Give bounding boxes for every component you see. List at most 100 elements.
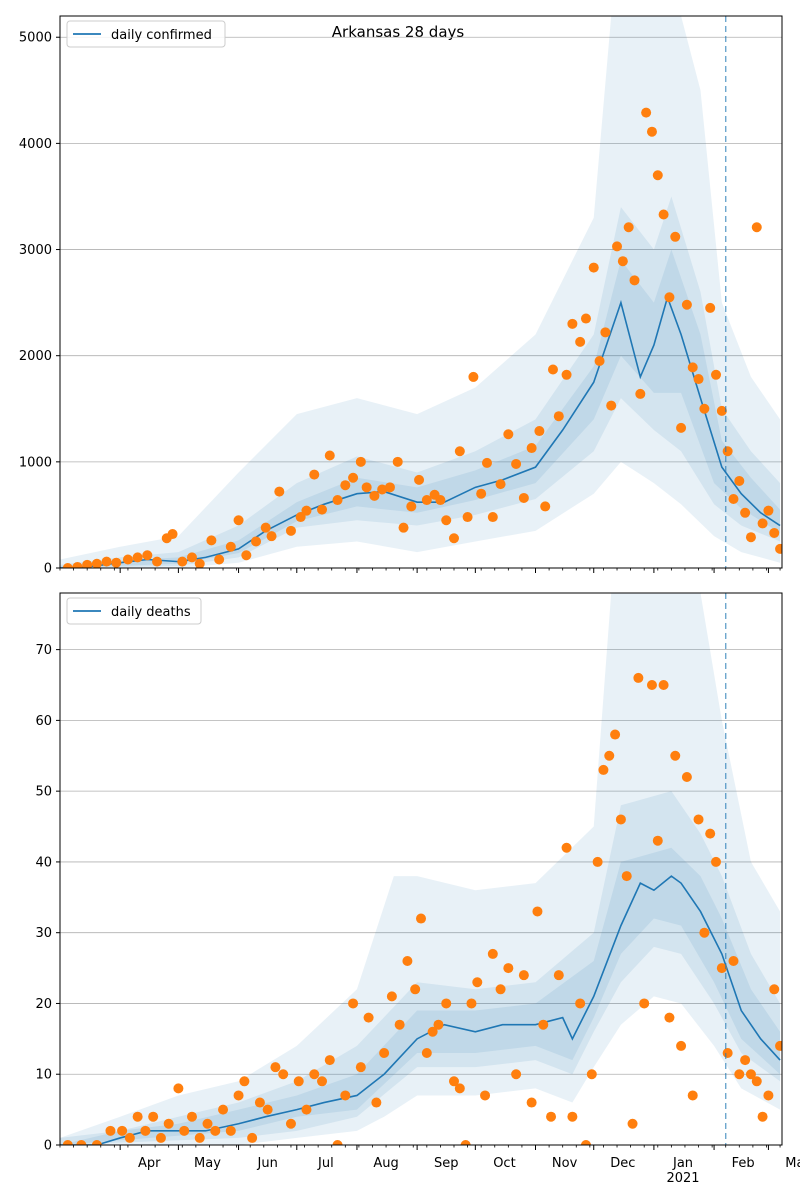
x-tick-label: Aug xyxy=(373,1156,398,1171)
data-point xyxy=(567,1111,578,1122)
data-point xyxy=(635,388,646,399)
data-point xyxy=(384,482,395,493)
data-point xyxy=(132,552,143,563)
data-point xyxy=(495,479,506,490)
data-point xyxy=(371,1097,382,1108)
axes-frame xyxy=(59,15,783,569)
data-point xyxy=(262,1104,273,1115)
data-point xyxy=(361,482,372,493)
data-point xyxy=(670,750,681,761)
data-point xyxy=(627,1118,638,1129)
data-point xyxy=(148,1111,159,1122)
data-point xyxy=(179,1125,190,1136)
data-point xyxy=(745,532,756,543)
data-point xyxy=(769,984,780,995)
data-point xyxy=(487,948,498,959)
data-point xyxy=(293,1076,304,1087)
data-point xyxy=(487,512,498,523)
data-point xyxy=(775,1040,782,1051)
data-point xyxy=(309,1069,320,1080)
data-point xyxy=(641,107,652,118)
data-point xyxy=(472,977,483,988)
legend-label: daily deaths xyxy=(111,605,191,620)
data-point xyxy=(670,231,681,242)
data-point xyxy=(734,475,745,486)
data-point xyxy=(526,443,537,454)
y-tick-label: 30 xyxy=(35,926,52,941)
data-point xyxy=(392,456,403,467)
y-tick-label: 60 xyxy=(35,714,52,729)
data-point xyxy=(218,1104,229,1115)
data-point xyxy=(101,556,112,567)
data-point xyxy=(610,729,621,740)
data-point xyxy=(481,457,492,468)
data-point xyxy=(693,814,704,825)
data-point xyxy=(588,262,599,273)
data-point xyxy=(398,522,409,533)
data-point xyxy=(340,1090,351,1101)
plot-area xyxy=(60,593,782,1145)
data-point xyxy=(406,501,417,512)
data-point xyxy=(117,1125,128,1136)
data-point xyxy=(270,1062,281,1073)
data-point xyxy=(526,1097,537,1108)
data-point xyxy=(194,1132,205,1143)
data-point xyxy=(687,362,698,373)
axes-frame xyxy=(59,592,783,1146)
data-point xyxy=(285,525,296,536)
legend-box xyxy=(66,597,202,625)
data-point xyxy=(511,1069,522,1080)
y-tick-label: 20 xyxy=(35,997,52,1012)
data-point xyxy=(332,495,343,506)
y-tick-label: 2000 xyxy=(19,349,52,364)
data-point xyxy=(664,1012,675,1023)
y-tick-label: 1000 xyxy=(19,455,52,470)
x-tick-label: Mar xyxy=(785,1156,800,1171)
data-point xyxy=(561,369,572,380)
data-point xyxy=(751,222,762,233)
data-point xyxy=(454,446,465,457)
data-point xyxy=(105,1125,116,1136)
x-tick-label: Jan xyxy=(672,1156,693,1171)
data-point xyxy=(740,1055,751,1066)
y-tick-label: 70 xyxy=(35,643,52,658)
data-point xyxy=(177,556,188,567)
data-point xyxy=(633,672,644,683)
data-point xyxy=(466,998,477,1009)
x-tick-label: Dec xyxy=(610,1156,635,1171)
data-point xyxy=(600,327,611,338)
x-tick-label: May xyxy=(194,1156,221,1171)
data-point xyxy=(693,374,704,385)
data-point xyxy=(594,356,605,366)
data-point xyxy=(561,842,572,853)
data-point xyxy=(705,828,716,839)
data-point xyxy=(301,505,312,516)
data-point xyxy=(377,484,388,495)
data-point xyxy=(163,1118,174,1129)
x-tick-label: Jun xyxy=(257,1156,278,1171)
y-tick-label: 4000 xyxy=(19,137,52,152)
uncertainty-band-50 xyxy=(60,196,781,568)
y-tick-label: 40 xyxy=(35,855,52,870)
data-point xyxy=(394,1019,405,1030)
data-point xyxy=(652,835,663,846)
data-point xyxy=(699,927,710,938)
x-tick-year-label: 2021 xyxy=(666,1171,699,1186)
data-point xyxy=(757,518,768,529)
data-point xyxy=(254,1097,265,1108)
data-point xyxy=(580,313,591,324)
data-point xyxy=(62,563,73,568)
data-point xyxy=(386,991,397,1002)
data-point xyxy=(681,299,692,310)
data-point xyxy=(606,400,617,411)
data-point xyxy=(646,126,657,137)
data-point xyxy=(586,1069,597,1080)
data-point xyxy=(427,1026,438,1037)
data-point xyxy=(82,559,93,568)
x-tick-label: Nov xyxy=(552,1156,578,1171)
data-point xyxy=(62,1140,73,1145)
data-point xyxy=(534,426,545,437)
y-tick-label: 0 xyxy=(44,1139,52,1154)
data-point xyxy=(122,554,133,565)
plot-area xyxy=(60,16,782,568)
